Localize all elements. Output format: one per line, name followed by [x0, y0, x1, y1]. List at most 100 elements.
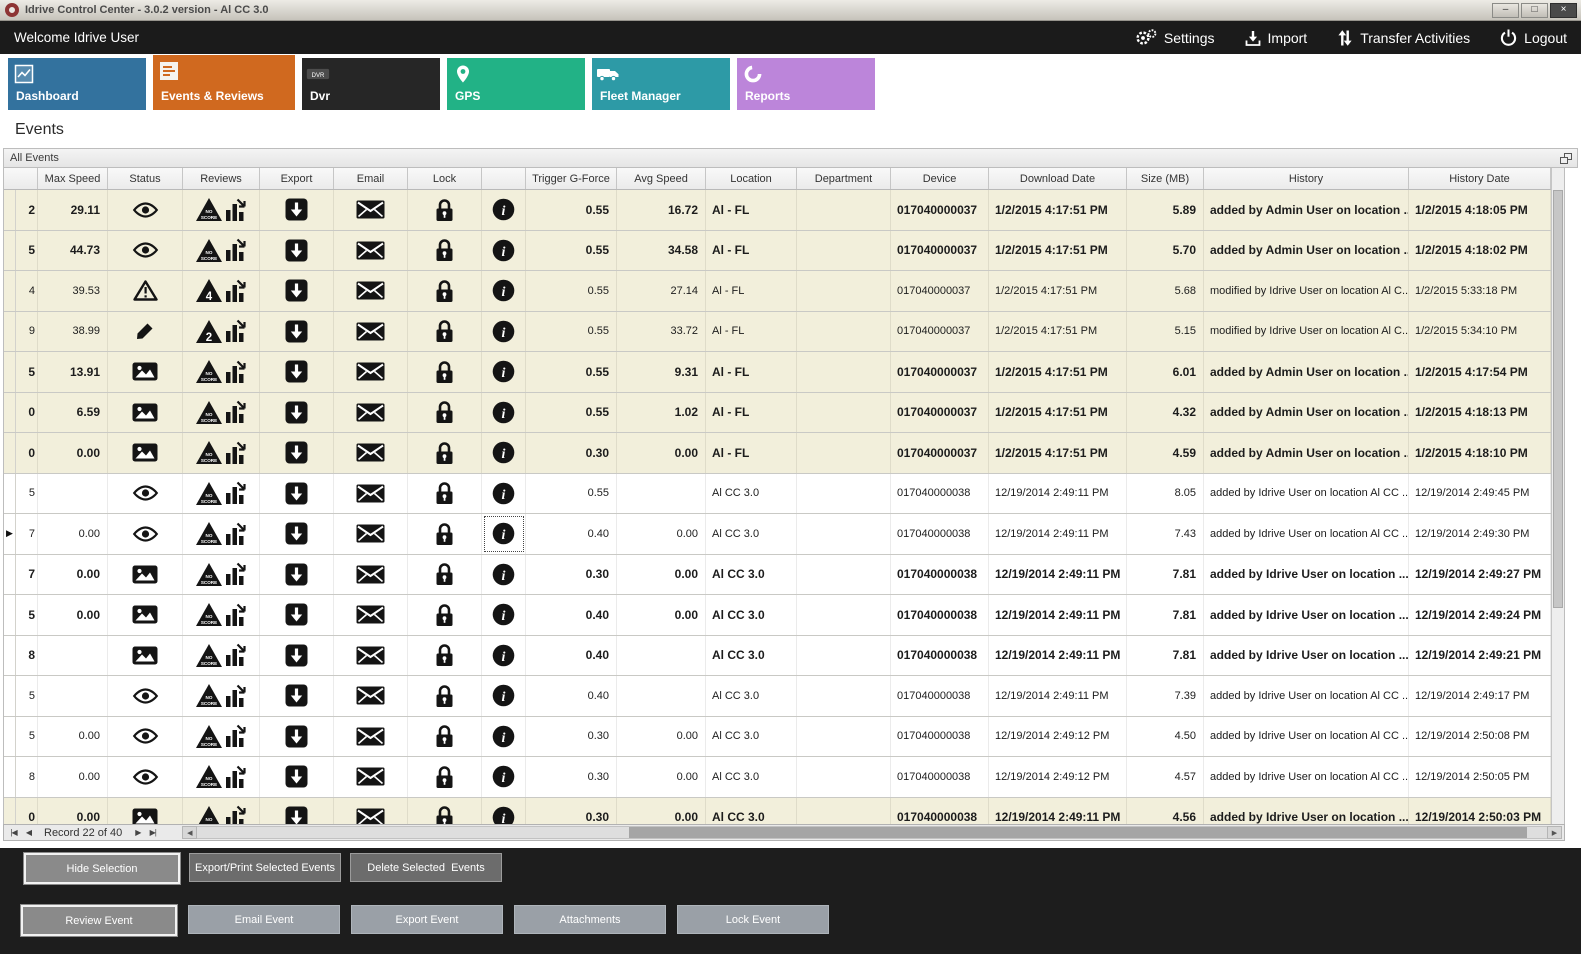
vertical-scrollbar[interactable] — [1551, 168, 1564, 824]
logout-button[interactable]: Logout — [1500, 29, 1567, 46]
column-header-max_speed[interactable]: Max Speed — [38, 168, 108, 189]
export-icon[interactable] — [285, 603, 308, 626]
horizontal-scrollbar-track[interactable] — [197, 826, 1547, 839]
column-header-department[interactable]: Department — [797, 168, 891, 189]
email-icon[interactable] — [356, 767, 385, 786]
info-icon[interactable]: i — [492, 644, 515, 667]
column-header-lock[interactable]: Lock — [408, 168, 482, 189]
email-icon[interactable] — [356, 362, 385, 381]
table-row[interactable]: 5 13.91 NO SCORE i 0.55 9.31 Al - FL 01704000003… — [4, 352, 1551, 393]
review-score-triangle-icon[interactable]: 4 — [195, 278, 223, 303]
first-record-button[interactable]: |◀ — [10, 828, 17, 837]
minimize-button[interactable]: – — [1492, 2, 1519, 18]
export-icon[interactable] — [285, 806, 308, 824]
import-button[interactable]: Import — [1245, 30, 1307, 46]
horizontal-scrollbar-thumb[interactable] — [629, 827, 1527, 838]
column-header-trigger[interactable]: Trigger G-Force — [526, 168, 617, 189]
column-header-avg[interactable]: Avg Speed — [617, 168, 706, 189]
prev-record-button[interactable]: ◀ — [25, 828, 32, 837]
export-icon[interactable] — [285, 279, 308, 302]
lock-icon[interactable] — [435, 724, 454, 748]
review-chart-icon[interactable] — [225, 684, 247, 708]
scroll-left-icon[interactable]: ◀ — [182, 826, 198, 839]
table-row[interactable]: 2 29.11 NO SCORE i 0.55 16.72 Al - FL 0170400000… — [4, 190, 1551, 231]
review-chart-icon[interactable] — [225, 441, 247, 465]
info-icon[interactable]: i — [492, 563, 515, 586]
lock-icon[interactable] — [435, 684, 454, 708]
horizontal-scrollbar[interactable]: ◀ ▶ — [182, 825, 1562, 840]
vertical-scrollbar-thumb[interactable] — [1553, 190, 1563, 608]
email-icon[interactable] — [356, 727, 385, 746]
review-chart-icon[interactable] — [225, 603, 247, 627]
email-icon[interactable] — [356, 605, 385, 624]
info-icon[interactable]: i — [492, 603, 515, 626]
review-chart-icon[interactable] — [225, 400, 247, 424]
table-row[interactable]: 8 NO SCORE i 0.40 Al CC 3.0 017040000038 12/19/… — [4, 635, 1551, 676]
export-print-selected-events-button[interactable]: Export/Print Selected Events — [189, 853, 341, 882]
export-icon[interactable] — [285, 522, 308, 545]
attachments-button[interactable]: Attachments — [514, 905, 666, 934]
info-icon[interactable]: i — [492, 441, 515, 464]
export-icon[interactable] — [285, 563, 308, 586]
export-icon[interactable] — [285, 198, 308, 221]
table-row[interactable]: 0 6.59 NO SCORE i 0.55 1.02 Al - FL 017040000037… — [4, 392, 1551, 433]
export-icon[interactable] — [285, 765, 308, 788]
hide-selection-button[interactable]: Hide Selection — [23, 852, 181, 885]
email-icon[interactable] — [356, 524, 385, 543]
info-icon[interactable]: i — [492, 279, 515, 302]
lock-event-button[interactable]: Lock Event — [677, 905, 829, 934]
email-icon[interactable] — [356, 241, 385, 260]
email-icon[interactable] — [356, 808, 385, 824]
next-record-button[interactable]: ▶ — [135, 828, 141, 837]
review-chart-icon[interactable] — [225, 562, 247, 586]
lock-icon[interactable] — [435, 441, 454, 465]
column-header-review[interactable]: Reviews — [183, 168, 260, 189]
column-header-email[interactable]: Email — [334, 168, 408, 189]
lock-icon[interactable] — [435, 765, 454, 789]
email-icon[interactable] — [356, 322, 385, 341]
info-icon[interactable]: i — [492, 239, 515, 262]
review-chart-icon[interactable] — [225, 198, 247, 222]
export-event-button[interactable]: Export Event — [351, 905, 503, 934]
table-row[interactable]: 4 39.53 4 i 0.55 27.14 Al - FL 017040000037 1/2/… — [4, 271, 1551, 312]
export-icon[interactable] — [285, 239, 308, 262]
info-icon[interactable]: i — [492, 684, 515, 707]
tab-gps[interactable]: GPS — [447, 58, 585, 110]
lock-icon[interactable] — [435, 319, 454, 343]
email-icon[interactable] — [356, 403, 385, 422]
column-header-device[interactable]: Device — [891, 168, 989, 189]
info-icon[interactable]: i — [492, 482, 515, 505]
lock-icon[interactable] — [435, 198, 454, 222]
tab-dvr[interactable]: DVR Dvr — [302, 58, 440, 110]
lock-icon[interactable] — [435, 643, 454, 667]
column-header-info[interactable] — [482, 168, 526, 189]
table-row[interactable]: 0 0.00 NO SCORE i 0.30 0.00 Al - FL 017040000037… — [4, 433, 1551, 474]
column-header-location[interactable]: Location — [706, 168, 797, 189]
export-icon[interactable] — [285, 482, 308, 505]
column-header-history_date[interactable]: History Date — [1409, 168, 1551, 189]
export-icon[interactable] — [285, 360, 308, 383]
tab-dashboard[interactable]: Dashboard — [8, 58, 146, 110]
table-row[interactable]: ▶ 7 0.00 NO SCORE i 0.40 0.00 Al CC 3.0 017040000… — [4, 514, 1551, 555]
export-icon[interactable] — [285, 441, 308, 464]
column-header-status[interactable]: Status — [108, 168, 183, 189]
table-row[interactable]: 5 NO SCORE i 0.40 Al CC 3.0 017040000038 12/19/… — [4, 676, 1551, 717]
table-row[interactable]: 8 0.00 NO SCORE i 0.30 0.00 Al CC 3.0 0170400000… — [4, 757, 1551, 798]
last-record-button[interactable]: ▶| — [149, 828, 157, 837]
column-header-export[interactable]: Export — [260, 168, 334, 189]
column-header-history[interactable]: History — [1204, 168, 1409, 189]
transfer-activities-button[interactable]: Transfer Activities — [1337, 30, 1470, 46]
info-icon[interactable]: i — [492, 198, 515, 221]
email-icon[interactable] — [356, 484, 385, 503]
